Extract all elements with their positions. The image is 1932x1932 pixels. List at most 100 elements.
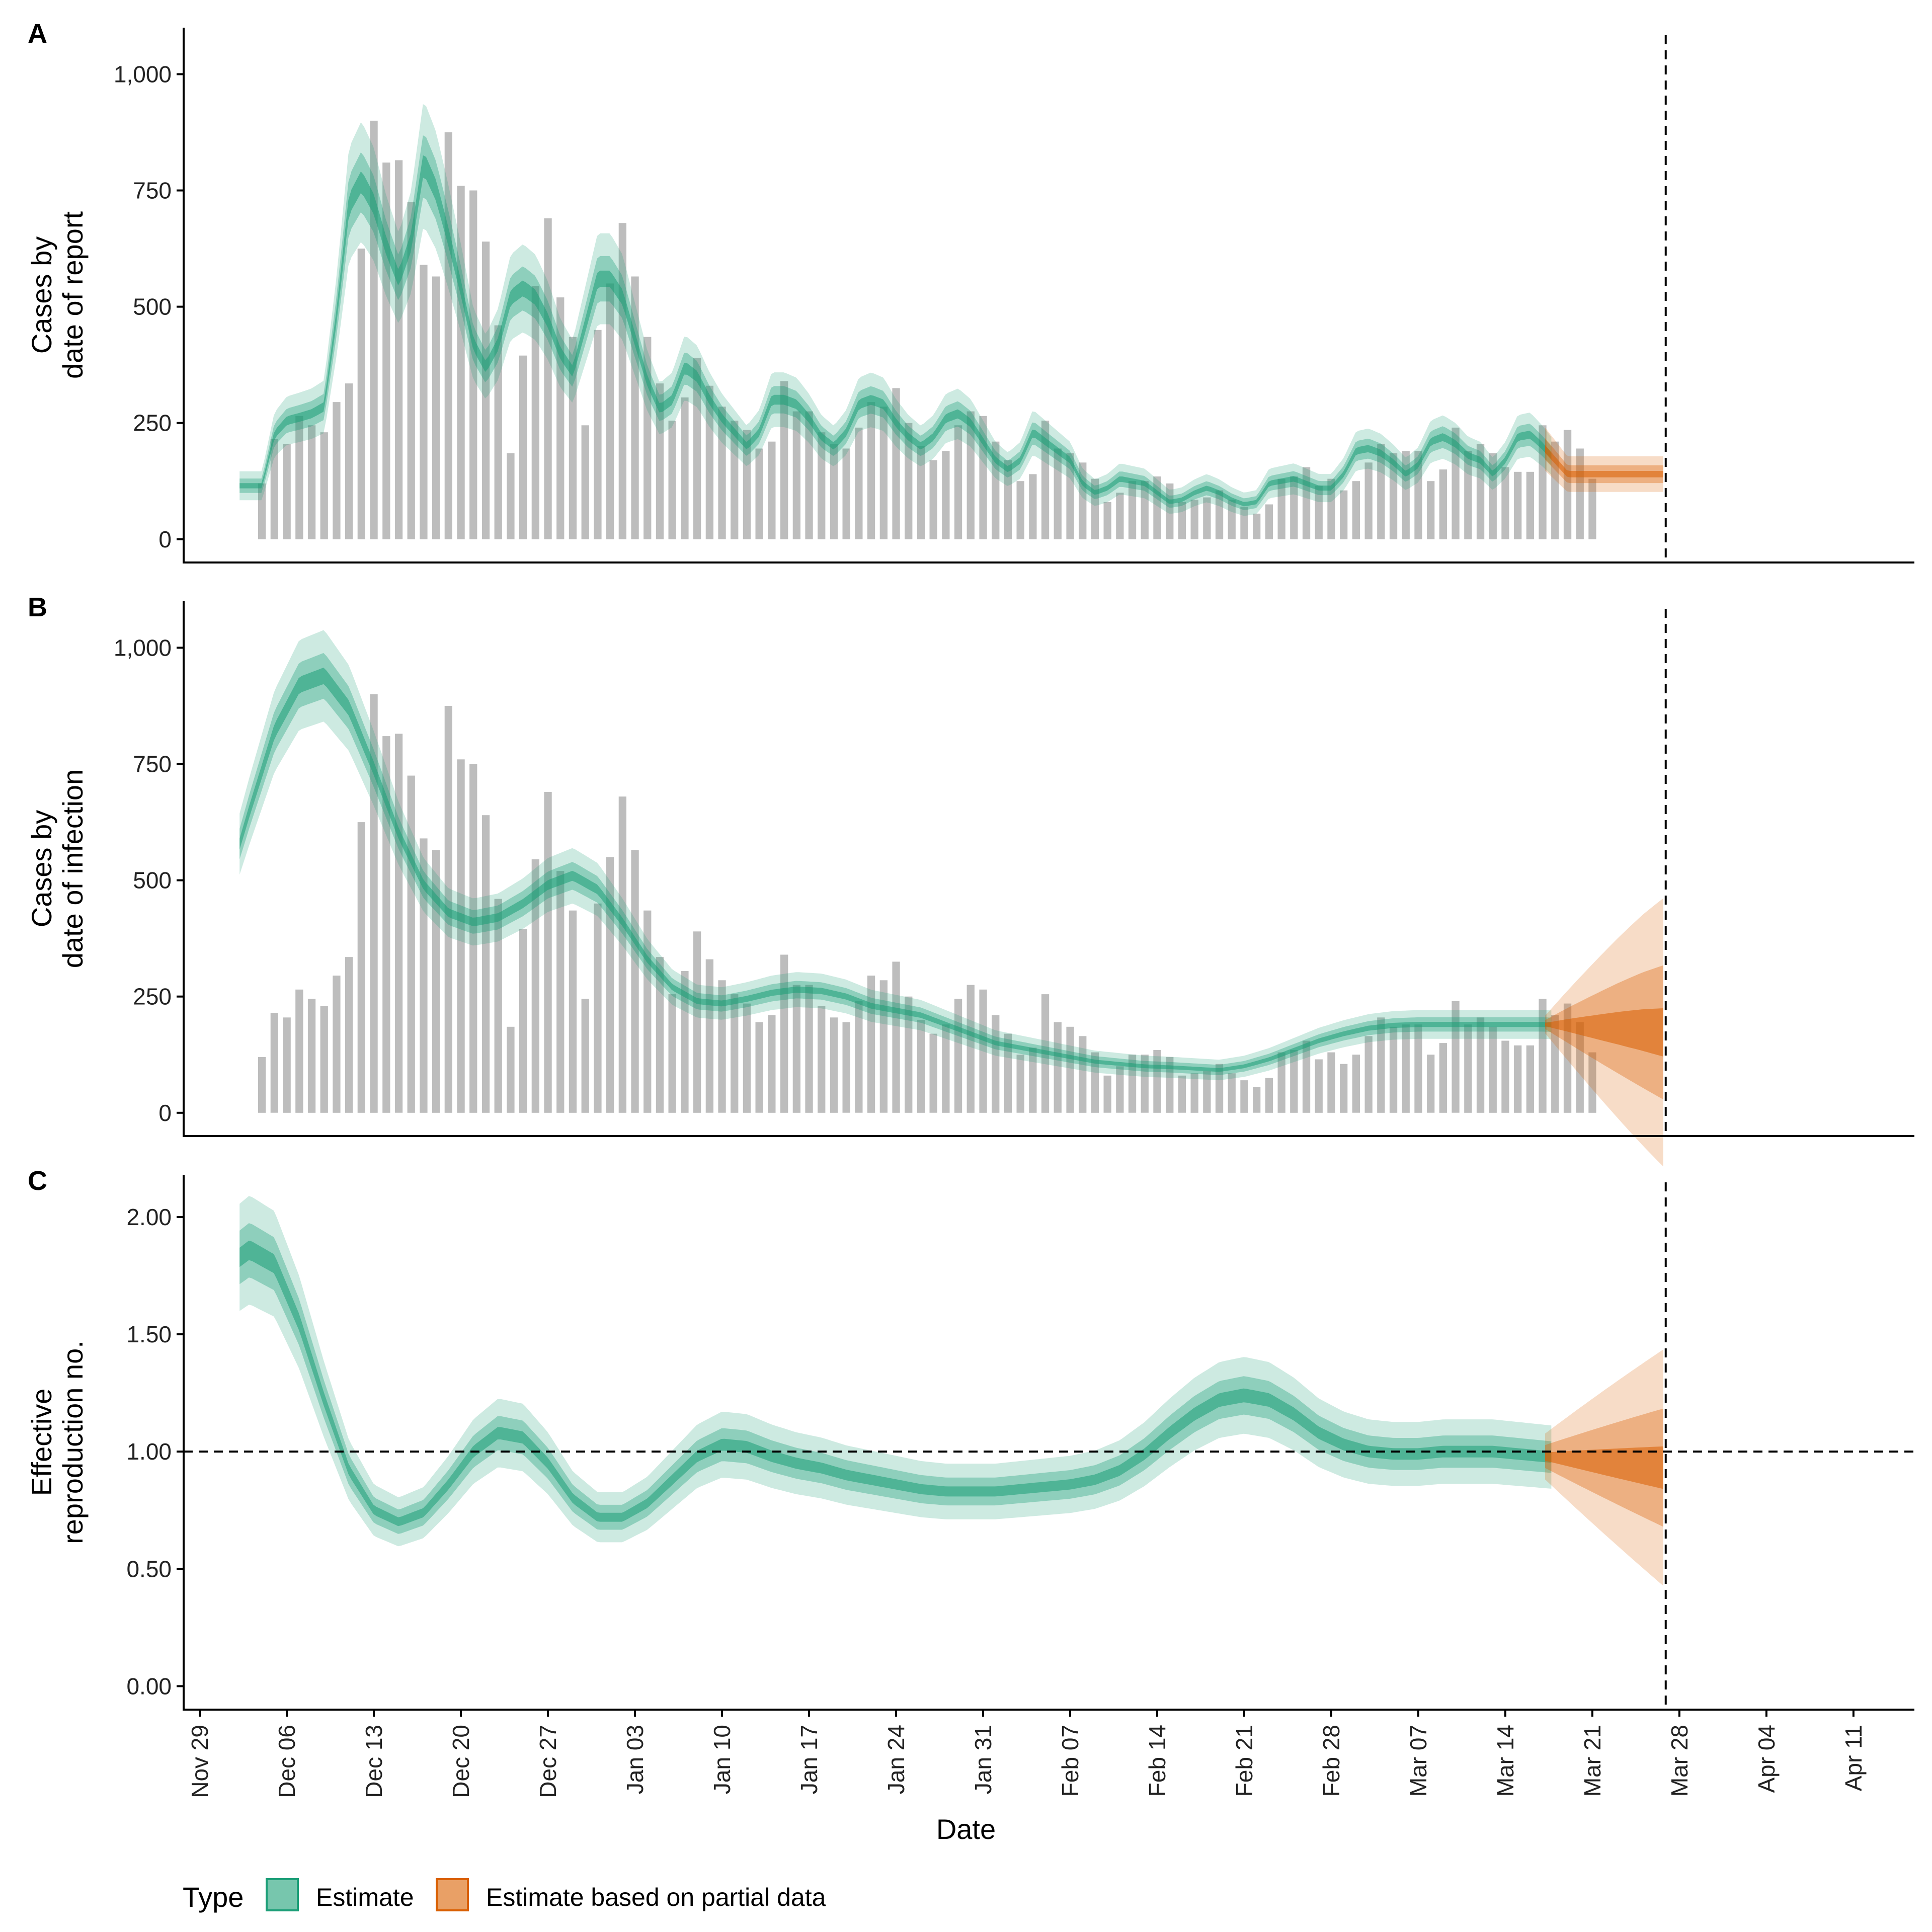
bar-A	[1476, 444, 1485, 539]
panel-B: B Cases bydate of infection 0 250 500 750 1,00…	[26, 592, 1914, 1167]
band-partial-B-2	[1545, 1008, 1663, 1057]
bar-B	[1054, 1022, 1062, 1113]
bar-B	[394, 734, 403, 1113]
bar-B	[594, 903, 602, 1113]
bar-B	[1066, 1026, 1074, 1113]
bar-A	[531, 286, 539, 539]
bar-A	[1340, 490, 1348, 539]
legend-label-estimate: Estimate	[316, 1883, 414, 1911]
bar-B	[1265, 1078, 1273, 1113]
x-tick-label: Jan 03	[622, 1725, 648, 1794]
bar-B	[1166, 1057, 1174, 1113]
bar-B	[507, 1026, 515, 1113]
bar-B	[1439, 1043, 1447, 1113]
band-estimate-A-1	[239, 135, 1552, 510]
x-tick-label: Apr 11	[1840, 1725, 1867, 1791]
bar-B	[992, 1015, 1000, 1113]
bar-B	[606, 857, 614, 1113]
bar-B	[1141, 1055, 1149, 1113]
bar-B	[420, 838, 428, 1113]
legend-title: Type	[183, 1881, 244, 1913]
x-tick-label: Dec 13	[361, 1725, 387, 1798]
bar-A	[830, 444, 838, 539]
bar-A	[879, 407, 888, 539]
x-tick-label: Feb 21	[1231, 1725, 1257, 1797]
y-axis-title-B: Cases bydate of infection	[26, 769, 89, 968]
bar-A	[544, 218, 552, 539]
bar-B	[1402, 1024, 1410, 1113]
bar-A	[1389, 453, 1398, 539]
bar-B	[929, 1033, 937, 1113]
bar-B	[942, 1024, 950, 1113]
bar-B	[1476, 1017, 1485, 1113]
band-estimate-A-2	[239, 155, 1552, 507]
y-tick-label-A: 1,000	[114, 61, 172, 87]
bar-B	[1389, 1026, 1398, 1113]
bar-B	[1004, 1033, 1012, 1113]
bar-A	[705, 385, 713, 539]
bar-B	[469, 764, 477, 1113]
x-tick-label: Mar 28	[1666, 1725, 1693, 1797]
bar-A	[656, 383, 664, 539]
bar-A	[345, 383, 353, 539]
bar-A	[1253, 513, 1261, 539]
x-tick-label: Dec 20	[448, 1725, 474, 1798]
bar-A	[731, 421, 739, 539]
bar-A	[1414, 451, 1422, 539]
y-axis-title-C: Effectivereproduction no.	[26, 1340, 89, 1544]
panel-letter-B: B	[28, 592, 47, 622]
bar-B	[879, 980, 888, 1113]
bar-B	[892, 961, 900, 1113]
x-tick-label: Mar 07	[1405, 1725, 1431, 1797]
x-tick-label: Jan 31	[970, 1725, 996, 1794]
bar-B	[1091, 1052, 1099, 1113]
bar-A	[905, 423, 913, 539]
bar-B	[258, 1057, 266, 1113]
x-tick-label: Feb 14	[1144, 1725, 1170, 1797]
y-axis-title-line1: Cases by	[26, 236, 57, 354]
bar-A	[1215, 490, 1224, 539]
bar-A	[818, 432, 826, 539]
bar-A	[333, 402, 341, 539]
bar-B	[357, 822, 365, 1113]
bar-B	[1190, 1073, 1198, 1113]
panel-letter-C: C	[28, 1166, 47, 1196]
bar-A	[407, 202, 415, 539]
bar-A	[432, 276, 440, 539]
bar-B	[731, 994, 739, 1113]
y-tick-label-C: 0.00	[126, 1673, 172, 1699]
bar-A	[792, 411, 800, 539]
bar-A	[394, 160, 403, 539]
y-tick-label-C: 1.00	[126, 1438, 172, 1465]
bar-A	[917, 446, 925, 539]
y-tick-label-A: 750	[133, 178, 172, 204]
bar-B	[382, 736, 390, 1113]
bar-B	[345, 957, 353, 1113]
bar-A	[1054, 448, 1062, 539]
bar-A	[1103, 502, 1111, 539]
bar-A	[755, 448, 763, 539]
y-tick-label-A: 250	[133, 410, 172, 436]
bar-A	[855, 427, 863, 539]
bar-B	[432, 850, 440, 1113]
bar-B	[1178, 1075, 1186, 1113]
bar-A	[942, 451, 950, 539]
bar-A	[507, 453, 515, 539]
bar-B	[320, 1006, 328, 1113]
bar-B	[556, 871, 565, 1113]
bar-A	[1277, 478, 1285, 539]
x-tick-label: Apr 04	[1753, 1725, 1780, 1793]
bar-B	[307, 999, 316, 1113]
bar-B	[1340, 1064, 1348, 1113]
bar-A	[1427, 481, 1435, 539]
x-tick-label: Mar 21	[1579, 1725, 1605, 1797]
bar-A	[1290, 476, 1298, 539]
x-tick-label: Feb 28	[1318, 1725, 1344, 1797]
x-tick-label: Dec 06	[274, 1725, 300, 1798]
bar-B	[531, 859, 539, 1113]
bar-B	[569, 910, 577, 1113]
bar-B	[718, 980, 726, 1113]
bar-A	[1041, 421, 1050, 539]
bar-A	[519, 355, 527, 539]
bar-B	[855, 1001, 863, 1113]
